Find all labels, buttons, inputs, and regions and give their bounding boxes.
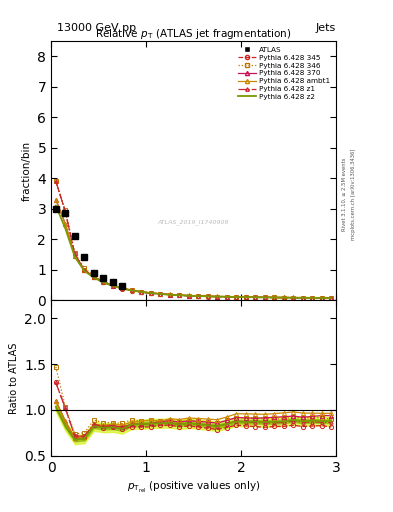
Legend: ATLAS, Pythia 6.428 345, Pythia 6.428 346, Pythia 6.428 370, Pythia 6.428 ambt1,: ATLAS, Pythia 6.428 345, Pythia 6.428 34…	[236, 45, 332, 102]
Title: Relative $p_{\mathrm{T}}$ (ATLAS jet fragmentation): Relative $p_{\mathrm{T}}$ (ATLAS jet fra…	[95, 27, 292, 41]
Text: 13000 GeV pp: 13000 GeV pp	[57, 23, 136, 33]
Y-axis label: Ratio to ATLAS: Ratio to ATLAS	[9, 342, 19, 414]
Y-axis label: fraction/bin: fraction/bin	[22, 140, 32, 201]
Text: Jets: Jets	[316, 23, 336, 33]
Text: ATLAS_2019_I1740909: ATLAS_2019_I1740909	[158, 220, 229, 225]
Text: mcplots.cern.ch [arXiv:1306.3436]: mcplots.cern.ch [arXiv:1306.3436]	[351, 149, 356, 240]
X-axis label: $p_{\rm T_{\rm rel}}$ (positive values only): $p_{\rm T_{\rm rel}}$ (positive values o…	[127, 480, 261, 495]
Text: Rivet 3.1.10, ≥ 2.5M events: Rivet 3.1.10, ≥ 2.5M events	[342, 158, 347, 231]
